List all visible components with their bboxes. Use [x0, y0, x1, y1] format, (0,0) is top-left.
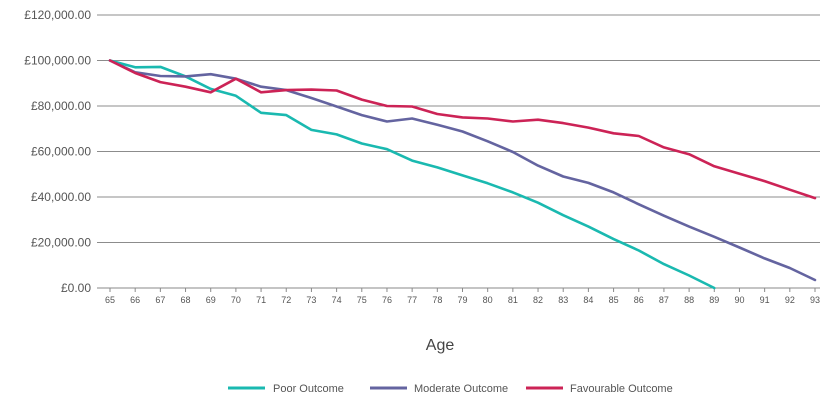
- x-tick-label: 79: [457, 295, 467, 305]
- x-tick-label: 75: [357, 295, 367, 305]
- series-line-2: [108, 59, 817, 200]
- series-lines: [108, 59, 817, 290]
- gridlines: [97, 14, 820, 289]
- x-tick-label: 76: [382, 295, 392, 305]
- x-tick-label: 70: [231, 295, 241, 305]
- x-tick-label: 67: [155, 295, 165, 305]
- legend-label-2: Favourable Outcome: [570, 383, 673, 395]
- legend-label-0: Poor Outcome: [273, 383, 344, 395]
- series-line-1: [108, 59, 817, 282]
- legend: Poor Outcome Moderate Outcome Favourable O…: [228, 383, 673, 395]
- x-tick-label: 65: [105, 295, 115, 305]
- y-tick-label: £20,000.00: [31, 236, 91, 250]
- x-tick-label: 89: [709, 295, 719, 305]
- x-tick-label: 71: [256, 295, 266, 305]
- x-tick-label: 85: [609, 295, 619, 305]
- x-tick-label: 73: [306, 295, 316, 305]
- y-tick-label: £60,000.00: [31, 145, 91, 159]
- x-tick-label: 87: [659, 295, 669, 305]
- x-tick-label: 92: [785, 295, 795, 305]
- x-tick-label: 82: [533, 295, 543, 305]
- x-tick-label: 66: [130, 295, 140, 305]
- x-tick-label: 83: [558, 295, 568, 305]
- x-tick-label: 74: [332, 295, 342, 305]
- x-tick-label: 68: [181, 295, 191, 305]
- y-tick-label: £100,000.00: [24, 54, 91, 68]
- x-tick-label: 80: [483, 295, 493, 305]
- series-line-0: [108, 59, 716, 290]
- x-tick-label: 72: [281, 295, 291, 305]
- y-tick-label: £0.00: [61, 281, 91, 295]
- x-axis-label: Age: [426, 337, 455, 354]
- y-tick-label: £80,000.00: [31, 99, 91, 113]
- x-tick-label: 69: [206, 295, 216, 305]
- x-axis-tick-labels: 65 66 67 68 69 70 71 72 73 74 75 76 77 78 79 80 81 82 83 84…: [105, 288, 820, 305]
- x-tick-label: 81: [508, 295, 518, 305]
- x-tick-label: 90: [734, 295, 744, 305]
- x-tick-label: 91: [760, 295, 770, 305]
- x-tick-label: 78: [432, 295, 442, 305]
- x-tick-label: 93: [810, 295, 820, 305]
- x-tick-label: 84: [583, 295, 593, 305]
- x-tick-label: 88: [684, 295, 694, 305]
- x-tick-label: 77: [407, 295, 417, 305]
- y-tick-label: £40,000.00: [31, 190, 91, 204]
- legend-label-1: Moderate Outcome: [414, 383, 508, 395]
- y-axis-tick-labels: £0.00 £20,000.00 £40,000.00 £60,000.00 £80,0…: [24, 8, 91, 295]
- y-tick-label: £120,000.00: [24, 8, 91, 22]
- x-tick-label: 86: [634, 295, 644, 305]
